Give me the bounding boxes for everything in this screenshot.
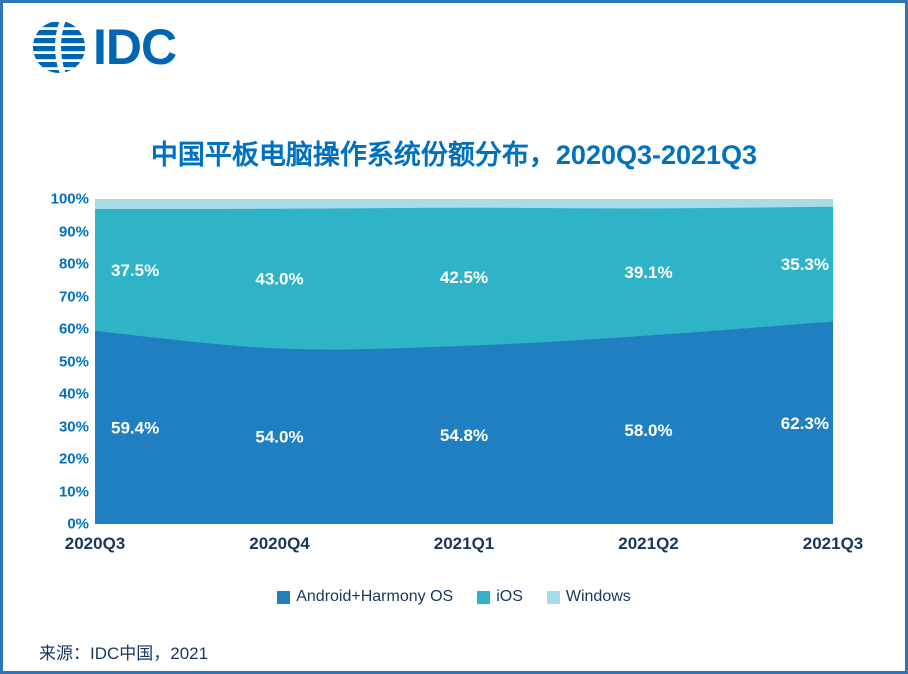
y-axis-tick: 30% (58, 418, 89, 435)
x-axis-tick: 2020Q4 (249, 534, 310, 553)
legend-label: Android+Harmony OS (296, 588, 454, 605)
x-axis-tick: 2021Q2 (618, 534, 679, 553)
stacked-area-chart: 59.4% 54.0% 54.8% 58.0% 62.3% 37.5% 43.0% 42.5%… (95, 199, 833, 524)
y-axis-tick: 10% (58, 483, 89, 500)
data-label: 58.0% (624, 421, 672, 440)
y-axis-tick: 0% (67, 515, 89, 533)
area-series-android-harmony-os (95, 321, 833, 524)
y-axis-tick: 80% (58, 255, 89, 273)
data-label: 59.4% (111, 418, 159, 437)
x-axis-tick: 2020Q3 (64, 534, 126, 553)
data-label: 37.5% (111, 261, 159, 280)
legend-item: Windows (546, 588, 631, 606)
x-axis-tick: 2021Q3 (802, 534, 864, 553)
y-axis-tick: 50% (58, 353, 89, 370)
y-axis-tick: 60% (58, 320, 89, 338)
data-label: 54.0% (255, 427, 303, 446)
plot-area: 59.4% 54.0% 54.8% 58.0% 62.3% 37.5% 43.0% 42.5%… (95, 199, 833, 524)
data-label: 35.3% (781, 255, 829, 274)
data-label: 54.8% (440, 426, 488, 445)
y-axis-tick: 40% (58, 385, 89, 403)
x-axis: 2020Q3 2020Q4 2021Q1 2021Q2 2021Q3 (65, 534, 864, 558)
y-axis-tick: 20% (58, 450, 89, 468)
chart-title: 中国平板电脑操作系统份额分布，2020Q3-2021Q3 (150, 140, 758, 170)
legend: Android+Harmony OS iOS Windows (3, 588, 905, 606)
data-label: 43.0% (255, 270, 303, 289)
source-note: 来源：IDC中国，2021 (39, 644, 209, 663)
idc-logo: IDC (31, 19, 177, 75)
data-label: 42.5% (440, 268, 488, 287)
legend-swatch (477, 590, 491, 604)
y-axis-tick: 70% (58, 288, 89, 305)
legend-item: Android+Harmony OS (277, 588, 453, 606)
legend-label: Windows (565, 588, 631, 605)
idc-logo-text: IDC (93, 19, 177, 75)
legend-item: iOS (477, 588, 523, 606)
x-axis-tick: 2021Q1 (433, 534, 495, 553)
y-axis-tick: 90% (58, 223, 89, 240)
data-label: 39.1% (624, 263, 672, 282)
legend-swatch (546, 590, 560, 604)
y-axis: 0% 10% 20% 30% 40% 50% 60% 70% 80% 90% 100% (21, 191, 89, 533)
y-axis-tick: 100% (50, 190, 89, 208)
idc-globe-icon (33, 21, 85, 73)
legend-label: iOS (496, 588, 523, 605)
data-label: 62.3% (781, 414, 829, 433)
legend-swatch (277, 590, 291, 604)
